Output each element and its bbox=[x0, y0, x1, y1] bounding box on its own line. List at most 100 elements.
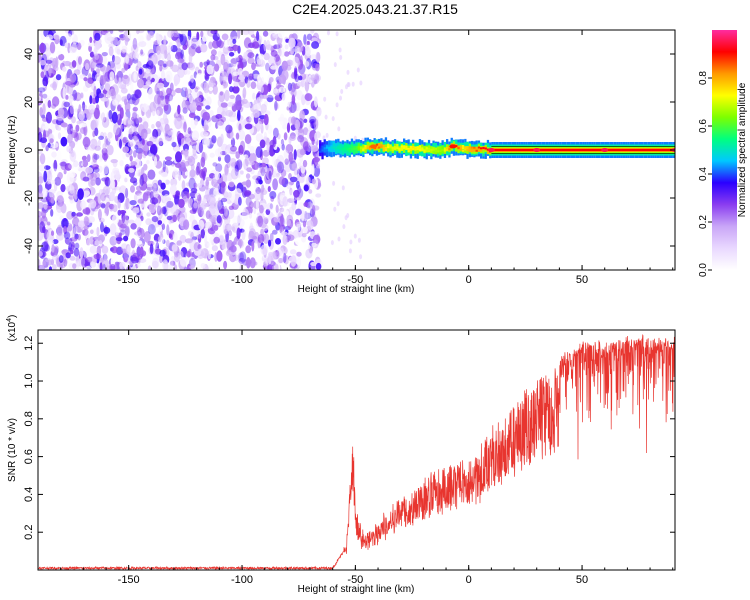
colorbar-label: Normalized spectral amplitude bbox=[737, 82, 748, 217]
spectrogram-y-ticks: -40 -20 0 20 40 bbox=[23, 48, 675, 254]
noise-wisp bbox=[351, 81, 355, 87]
noise-blob bbox=[221, 33, 229, 41]
noise-blob bbox=[127, 97, 136, 105]
noise-blob bbox=[162, 194, 171, 206]
noise-wisp bbox=[331, 116, 335, 122]
noise-blob bbox=[69, 184, 75, 194]
noise-blob bbox=[223, 260, 228, 270]
noise-blob bbox=[222, 83, 228, 88]
noise-blob bbox=[310, 261, 317, 267]
noise-blob bbox=[164, 136, 170, 141]
noise-blob bbox=[165, 94, 169, 105]
snr-y-multiplier-base: (x10 bbox=[7, 321, 18, 341]
noise-blob bbox=[273, 127, 279, 139]
noise-blob bbox=[172, 169, 180, 179]
noise-blob bbox=[200, 156, 206, 168]
noise-blob bbox=[117, 104, 122, 110]
signal-band-cell bbox=[443, 149, 447, 152]
noise-blob bbox=[42, 260, 46, 267]
noise-blob bbox=[217, 193, 224, 199]
noise-blob bbox=[89, 245, 98, 254]
noise-blob bbox=[224, 39, 228, 48]
noise-blob bbox=[152, 254, 160, 260]
noise-blob bbox=[130, 81, 134, 94]
noise-blob bbox=[246, 167, 253, 173]
noise-blob bbox=[223, 205, 228, 217]
noise-blob bbox=[283, 60, 291, 67]
noise-blob bbox=[255, 198, 259, 211]
x-tick-label: 50 bbox=[576, 574, 588, 586]
signal-band-cell bbox=[405, 144, 408, 156]
noise-blob bbox=[311, 63, 319, 71]
signal-band-cell bbox=[471, 148, 474, 153]
noise-blob bbox=[269, 77, 274, 83]
noise-blob bbox=[275, 238, 281, 245]
signal-band-cell bbox=[466, 149, 469, 152]
noise-blob bbox=[97, 234, 105, 243]
noise-blob bbox=[195, 165, 200, 176]
noise-blob bbox=[113, 123, 120, 136]
noise-blob bbox=[294, 237, 302, 246]
x-tick-label: -100 bbox=[231, 574, 253, 586]
noise-blob bbox=[209, 173, 216, 179]
signal-band-cell bbox=[403, 146, 406, 149]
noise-blob bbox=[190, 230, 199, 237]
noise-blob bbox=[189, 101, 197, 113]
noise-blob bbox=[273, 88, 279, 94]
noise-blob bbox=[130, 185, 135, 193]
signal-band-cell bbox=[337, 146, 340, 149]
noise-blob bbox=[287, 101, 292, 108]
noise-blob bbox=[236, 227, 241, 240]
noise-blob bbox=[89, 36, 93, 44]
noise-blob bbox=[181, 62, 188, 71]
noise-blob bbox=[146, 34, 152, 41]
noise-blob bbox=[249, 145, 255, 154]
noise-blob bbox=[113, 186, 121, 191]
noise-wisp bbox=[330, 240, 334, 246]
noise-blob bbox=[294, 167, 300, 176]
noise-blob bbox=[79, 123, 87, 128]
signal-band-cell bbox=[380, 145, 383, 148]
noise-blob bbox=[147, 265, 152, 270]
noise-blob bbox=[106, 98, 111, 110]
noise-blob bbox=[226, 162, 231, 169]
noise-blob bbox=[88, 44, 92, 53]
noise-blob bbox=[163, 112, 168, 123]
noise-blob bbox=[220, 116, 226, 123]
noise-blob bbox=[187, 64, 196, 70]
noise-blob bbox=[133, 52, 139, 60]
noise-blob bbox=[132, 207, 140, 214]
noise-blob bbox=[112, 214, 120, 225]
noise-blob bbox=[171, 141, 177, 148]
noise-blob bbox=[101, 52, 108, 57]
noise-blob bbox=[220, 133, 224, 145]
noise-blob bbox=[189, 169, 196, 178]
noise-blob bbox=[278, 43, 283, 49]
spectrogram-x-label: Height of straight line (km) bbox=[298, 284, 415, 295]
noise-blob bbox=[89, 51, 95, 58]
signal-band-cell bbox=[321, 149, 324, 152]
noise-blob bbox=[120, 243, 128, 252]
noise-blob bbox=[167, 30, 174, 38]
signal-band-cell bbox=[346, 148, 349, 151]
noise-blob bbox=[82, 136, 91, 148]
noise-blob bbox=[121, 67, 126, 73]
noise-blob bbox=[283, 149, 289, 159]
noise-blob bbox=[239, 140, 246, 152]
noise-blob bbox=[258, 179, 263, 185]
noise-blob bbox=[272, 154, 277, 167]
noise-blob bbox=[268, 239, 272, 247]
signal-band-cell bbox=[405, 146, 408, 149]
noise-blob bbox=[150, 77, 155, 83]
noise-blob bbox=[119, 107, 124, 119]
noise-blob bbox=[148, 203, 157, 214]
noise-wisp bbox=[356, 67, 360, 73]
noise-blob bbox=[48, 190, 54, 198]
noise-blob bbox=[286, 59, 294, 67]
signal-band-cell bbox=[484, 147, 487, 150]
noise-blob bbox=[250, 81, 257, 89]
noise-blob bbox=[88, 104, 96, 114]
signal-band-cell bbox=[353, 147, 356, 150]
noise-blob bbox=[159, 249, 166, 257]
noise-blob bbox=[75, 124, 80, 132]
